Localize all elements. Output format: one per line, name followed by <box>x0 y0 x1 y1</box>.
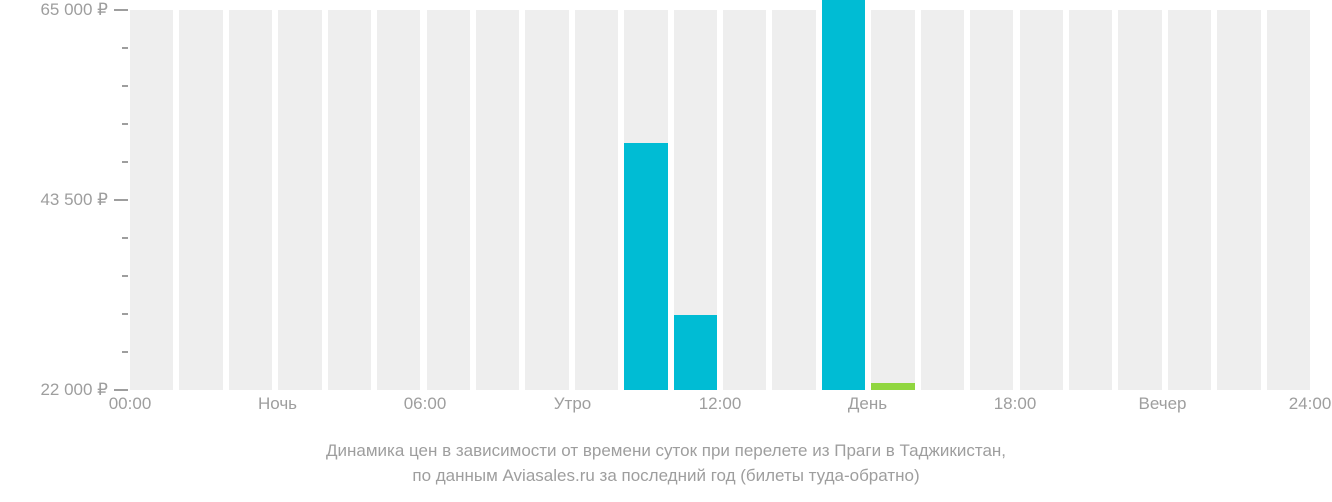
bar-background <box>328 10 371 390</box>
bar-background <box>476 10 519 390</box>
bar-background <box>130 10 173 390</box>
bar-background <box>871 10 914 390</box>
x-axis-label: 24:00 <box>1289 394 1332 414</box>
bar-background <box>179 10 222 390</box>
y-tick-minor <box>0 313 128 315</box>
bar-slot <box>476 10 519 390</box>
y-tick-mark <box>114 389 128 391</box>
bar-slot <box>970 10 1013 390</box>
bar-background <box>229 10 272 390</box>
x-axis-label: 00:00 <box>109 394 152 414</box>
y-tick-minor-mark <box>122 313 128 315</box>
bar-background <box>575 10 618 390</box>
chart-caption-line1: Динамика цен в зависимости от времени су… <box>0 440 1332 463</box>
y-tick-minor <box>0 237 128 239</box>
y-tick-minor <box>0 161 128 163</box>
bar-slot <box>723 10 766 390</box>
bar-background <box>921 10 964 390</box>
y-tick-minor <box>0 351 128 353</box>
bar-background <box>1118 10 1161 390</box>
bar-slot <box>871 10 914 390</box>
bar-value <box>624 143 667 390</box>
bar-value <box>674 315 717 390</box>
y-tick-label: 22 000 ₽ <box>40 380 108 400</box>
y-tick-minor <box>0 47 128 49</box>
bar-background <box>772 10 815 390</box>
bar-slot <box>1118 10 1161 390</box>
y-tick-major: 43 500 ₽ <box>0 190 128 210</box>
bar-slot <box>525 10 568 390</box>
bar-background <box>1267 10 1310 390</box>
bar-background <box>1217 10 1260 390</box>
plot-area <box>130 10 1310 390</box>
y-tick-minor-mark <box>122 237 128 239</box>
x-axis: 00:00Ночь06:00Утро12:00День18:00Вечер24:… <box>130 394 1310 424</box>
y-tick-minor-mark <box>122 351 128 353</box>
bar-slot <box>1020 10 1063 390</box>
x-axis-label: Вечер <box>1139 394 1187 414</box>
bar-background <box>723 10 766 390</box>
y-axis: 65 000 ₽43 500 ₽22 000 ₽ <box>0 10 128 390</box>
bar-slot <box>674 10 717 390</box>
bar-slot <box>130 10 173 390</box>
bar-background <box>525 10 568 390</box>
x-axis-label: 12:00 <box>699 394 742 414</box>
y-tick-minor-mark <box>122 123 128 125</box>
x-axis-label: 18:00 <box>994 394 1037 414</box>
bar-slot <box>575 10 618 390</box>
y-tick-label: 43 500 ₽ <box>40 190 108 210</box>
bar-slot <box>179 10 222 390</box>
bar-slot <box>1168 10 1211 390</box>
bar-slot <box>921 10 964 390</box>
y-tick-mark <box>114 9 128 11</box>
y-tick-label: 65 000 ₽ <box>40 0 108 20</box>
bar-slot <box>229 10 272 390</box>
y-tick-minor <box>0 85 128 87</box>
bar-slot <box>427 10 470 390</box>
bar-slot <box>772 10 815 390</box>
price-by-hour-chart: 65 000 ₽43 500 ₽22 000 ₽ 00:00Ночь06:00У… <box>0 0 1332 502</box>
y-tick-minor-mark <box>122 85 128 87</box>
y-tick-minor <box>0 123 128 125</box>
bar-slot <box>624 10 667 390</box>
bar-value <box>822 0 865 390</box>
bar-slot <box>1217 10 1260 390</box>
x-axis-label: День <box>848 394 887 414</box>
y-tick-minor-mark <box>122 161 128 163</box>
bar-slot <box>1267 10 1310 390</box>
y-tick-minor <box>0 275 128 277</box>
y-tick-minor-mark <box>122 47 128 49</box>
y-tick-major: 65 000 ₽ <box>0 0 128 20</box>
x-axis-label: 06:00 <box>404 394 447 414</box>
bar-value <box>871 383 914 390</box>
bar-slot <box>328 10 371 390</box>
bar-background <box>1069 10 1112 390</box>
bar-background <box>377 10 420 390</box>
bar-background <box>427 10 470 390</box>
bar-slot <box>822 10 865 390</box>
bar-background <box>278 10 321 390</box>
bar-slot <box>278 10 321 390</box>
y-tick-mark <box>114 199 128 201</box>
bar-background <box>970 10 1013 390</box>
chart-caption-line2: по данным Aviasales.ru за последний год … <box>0 465 1332 488</box>
x-axis-label: Утро <box>554 394 592 414</box>
bar-slot <box>377 10 420 390</box>
x-axis-label: Ночь <box>258 394 297 414</box>
y-tick-minor-mark <box>122 275 128 277</box>
bar-background <box>1020 10 1063 390</box>
bar-background <box>1168 10 1211 390</box>
bar-slot <box>1069 10 1112 390</box>
